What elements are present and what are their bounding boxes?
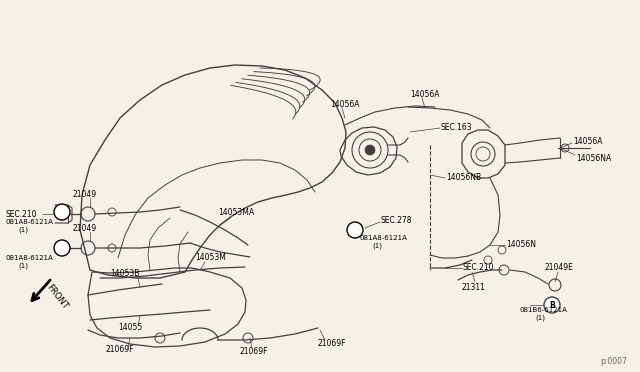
Text: 14053MA: 14053MA xyxy=(218,208,254,217)
Text: B: B xyxy=(352,225,358,234)
Text: FRONT: FRONT xyxy=(44,282,69,310)
Text: (1): (1) xyxy=(372,243,382,249)
Text: (1): (1) xyxy=(535,315,545,321)
Circle shape xyxy=(54,240,70,256)
Text: 081B6-6121A: 081B6-6121A xyxy=(520,307,568,313)
Text: 14053B: 14053B xyxy=(110,269,140,279)
Text: 21049E: 21049E xyxy=(545,263,574,273)
Text: B: B xyxy=(59,244,65,253)
Text: 14055: 14055 xyxy=(118,324,142,333)
Text: 21069F: 21069F xyxy=(318,340,346,349)
Text: 21069F: 21069F xyxy=(105,346,134,355)
Text: B: B xyxy=(59,208,65,217)
Circle shape xyxy=(544,297,560,313)
Text: (1): (1) xyxy=(18,263,28,269)
Text: 14056NB: 14056NB xyxy=(446,173,481,182)
Text: 081A8-6121A: 081A8-6121A xyxy=(360,235,408,241)
Text: 081A8-6121A: 081A8-6121A xyxy=(5,219,53,225)
Text: SEC.210: SEC.210 xyxy=(463,263,495,273)
Text: 14056N: 14056N xyxy=(506,240,536,248)
Text: (1): (1) xyxy=(18,227,28,233)
Text: 14056A: 14056A xyxy=(410,90,440,99)
Text: 081A8-6121A: 081A8-6121A xyxy=(5,255,53,261)
Text: 21069F: 21069F xyxy=(240,347,269,356)
Text: SEC.210: SEC.210 xyxy=(5,209,36,218)
Text: 14056NA: 14056NA xyxy=(576,154,611,163)
Text: SEC.163: SEC.163 xyxy=(441,122,472,131)
Text: SEC.278: SEC.278 xyxy=(381,215,413,224)
Text: 14053M: 14053M xyxy=(195,253,226,263)
Text: B: B xyxy=(549,301,555,310)
Circle shape xyxy=(347,222,363,238)
Text: 21311: 21311 xyxy=(462,283,486,292)
Text: 21049: 21049 xyxy=(72,224,96,232)
Text: 14056A: 14056A xyxy=(573,137,602,145)
Circle shape xyxy=(54,204,70,220)
Text: 14056A: 14056A xyxy=(330,99,360,109)
Circle shape xyxy=(365,145,375,155)
Text: p:0007: p:0007 xyxy=(600,357,627,366)
Text: 21049: 21049 xyxy=(72,189,96,199)
